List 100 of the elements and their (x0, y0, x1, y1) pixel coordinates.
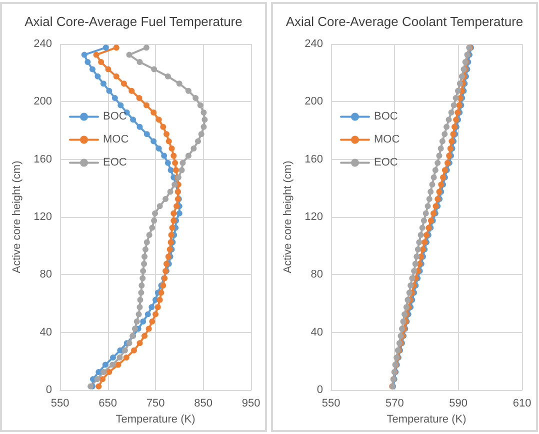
point (439, 138, 446, 144)
point (151, 218, 158, 224)
point (146, 232, 152, 238)
point (150, 138, 157, 144)
point (185, 88, 192, 94)
point (152, 210, 158, 216)
chart-title: Axial Core-Average Fuel Temperature (24, 14, 242, 29)
point (110, 362, 116, 368)
point (137, 296, 144, 303)
point (418, 232, 424, 238)
point (168, 232, 174, 238)
point (198, 131, 204, 138)
point (432, 167, 438, 174)
point (126, 340, 132, 346)
point (100, 368, 106, 375)
y-tick-label: 240 (304, 38, 323, 50)
point (150, 109, 157, 116)
point (96, 383, 102, 390)
point (166, 138, 172, 144)
legend-label: MOC (103, 134, 129, 146)
x-tick-label: 590 (449, 398, 468, 410)
point (170, 152, 177, 159)
y-tick-label: 40 (40, 326, 52, 338)
point (115, 362, 122, 368)
point (192, 95, 199, 102)
point (185, 152, 192, 159)
point (140, 318, 146, 325)
point (416, 239, 422, 246)
point (200, 109, 207, 116)
y-tick-label: 80 (310, 268, 323, 281)
point (408, 282, 414, 288)
point (156, 116, 162, 123)
point (411, 268, 418, 274)
x-axis-title: Temperature (K) (116, 413, 196, 426)
point (138, 282, 145, 288)
point (144, 239, 150, 246)
y-tick-label: 120 (34, 211, 52, 223)
point (161, 152, 168, 159)
point (106, 88, 112, 94)
point (450, 102, 457, 108)
point (94, 376, 100, 382)
point (110, 354, 116, 361)
y-tick-label: 240 (34, 38, 52, 50)
x-tick-label: 550 (50, 398, 70, 410)
point (142, 254, 148, 260)
point (132, 326, 138, 332)
point (100, 376, 106, 382)
point (176, 210, 182, 216)
point (128, 88, 135, 94)
point (426, 196, 432, 202)
y-tick-label: 200 (304, 96, 323, 108)
point (126, 52, 132, 58)
point (136, 95, 142, 102)
point (120, 80, 127, 87)
point (429, 182, 436, 188)
point (140, 268, 146, 274)
y-tick-label: 200 (34, 96, 52, 108)
point (98, 59, 104, 66)
point (81, 52, 88, 58)
point (102, 362, 108, 368)
point (136, 304, 143, 310)
point (436, 152, 442, 159)
point (456, 80, 463, 87)
x-tick-label: 650 (98, 398, 117, 410)
point (154, 304, 161, 310)
legend-label: BOC (374, 110, 398, 123)
point (419, 224, 426, 231)
point (430, 174, 437, 180)
legend-label: BOC (103, 110, 127, 123)
point (136, 124, 143, 130)
point (142, 246, 148, 252)
legend-label: EOC (103, 156, 127, 169)
y-tick-label: 40 (310, 326, 323, 338)
point (156, 203, 163, 210)
point (444, 124, 450, 130)
point (163, 260, 170, 267)
point (197, 102, 204, 108)
point (420, 218, 427, 224)
point (180, 160, 186, 166)
point (102, 44, 109, 51)
y-tick-label: 160 (34, 153, 52, 166)
legend-label: EOC (374, 156, 398, 169)
point (434, 160, 441, 166)
point (136, 311, 142, 318)
point (446, 116, 452, 123)
x-tick-label: 550 (322, 398, 340, 410)
point (144, 131, 150, 138)
point (452, 95, 459, 102)
point (414, 246, 421, 252)
point (89, 66, 96, 72)
point (94, 73, 101, 80)
point (134, 318, 140, 325)
point (123, 354, 130, 361)
point (178, 167, 185, 174)
point (156, 146, 162, 152)
legend-label: MOC (374, 134, 400, 146)
point (398, 326, 405, 332)
point (406, 290, 412, 296)
point (136, 340, 143, 346)
point (93, 52, 100, 58)
